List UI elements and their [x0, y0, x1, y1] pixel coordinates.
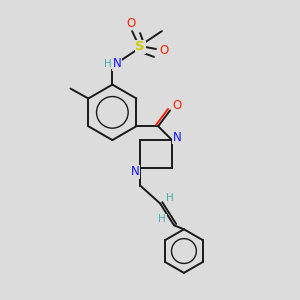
Text: N: N	[131, 165, 140, 178]
Text: H: H	[103, 59, 111, 69]
Text: O: O	[172, 99, 182, 112]
Text: H: H	[166, 193, 174, 202]
Text: H: H	[158, 214, 166, 224]
Text: N: N	[172, 130, 182, 144]
Text: O: O	[127, 17, 136, 30]
Text: N: N	[113, 57, 122, 70]
Text: S: S	[135, 40, 145, 53]
Text: O: O	[159, 44, 169, 57]
